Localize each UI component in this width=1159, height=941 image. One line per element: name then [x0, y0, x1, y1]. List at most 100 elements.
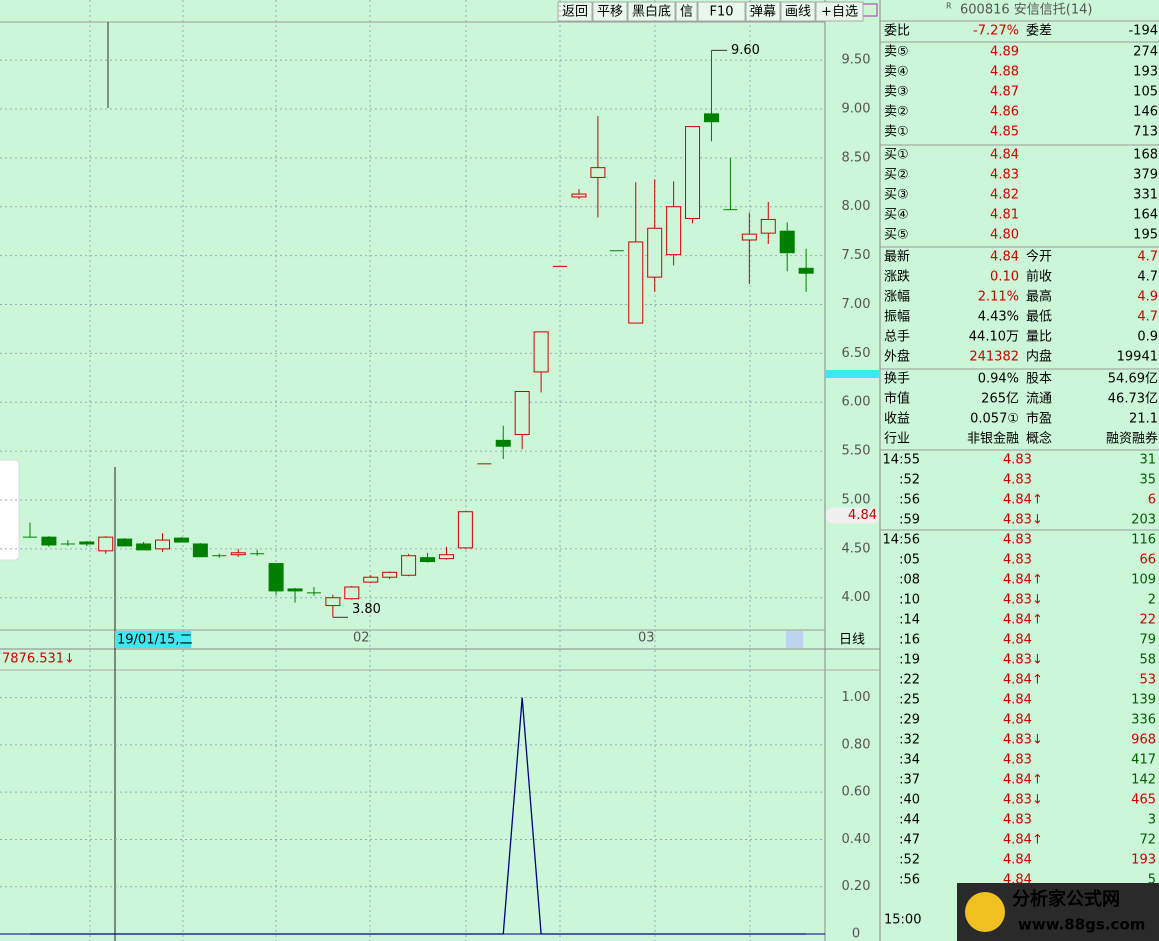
candle-body: [628, 241, 644, 324]
tick-time: :59: [899, 513, 920, 528]
axis-highlight: [825, 370, 880, 378]
value: 4.7: [1137, 250, 1158, 265]
candle-body: [117, 538, 133, 547]
tick-volume: 2: [1148, 593, 1156, 608]
toolbar-button[interactable]: +自选: [821, 5, 858, 20]
value: 19941: [1117, 350, 1158, 365]
value: 0.10: [990, 270, 1019, 285]
y-tick-label: 0.60: [842, 785, 871, 800]
tick-time: 14:55: [883, 453, 920, 468]
popup: [0, 459, 20, 561]
toolbar-button[interactable]: F10: [709, 5, 733, 20]
tick-volume: 79: [1139, 633, 1156, 648]
candle-body: [344, 586, 360, 600]
toolbar-button-bg[interactable]: [697, 1, 746, 22]
value: 0.057①: [970, 412, 1019, 427]
candle-body: [268, 563, 284, 592]
book-price: 4.83: [990, 168, 1019, 183]
tick-volume: 3: [1148, 813, 1156, 828]
toolbar-button-bg[interactable]: [780, 1, 816, 22]
value: 2.11%: [978, 290, 1019, 305]
label: 前收: [1026, 269, 1052, 285]
label: 股本: [1026, 372, 1052, 387]
toolbar-button-bg[interactable]: [627, 1, 676, 22]
tick-volume: 5: [1148, 873, 1156, 888]
tick-time: :29: [899, 713, 920, 728]
y-tick-label: 0: [852, 927, 860, 941]
book-volume: 331: [1133, 188, 1158, 203]
book-price: 4.86: [990, 105, 1019, 120]
book-volume: 713: [1133, 125, 1158, 140]
close-time: 15:00: [884, 913, 921, 928]
value: -7.27%: [973, 24, 1019, 39]
value: 0.94%: [978, 372, 1019, 387]
label: 委差: [1026, 24, 1052, 39]
toolbar-button-bg[interactable]: [745, 1, 781, 22]
toolbar-button[interactable]: 黑白底: [632, 4, 671, 20]
tick-price: 4.84: [1003, 693, 1032, 708]
y-tick-label: 5.50: [842, 444, 871, 459]
tick-time: :10: [899, 593, 920, 608]
tick-volume: 58: [1139, 653, 1156, 668]
y-tick-label: 9.00: [842, 101, 871, 116]
toolbar-button[interactable]: 弹幕: [750, 5, 776, 20]
label: 收益: [884, 412, 910, 427]
date-label: 03: [638, 631, 655, 646]
toolbar-button[interactable]: 画线: [785, 5, 811, 20]
tick-price: 4.83↓: [1003, 593, 1043, 608]
period-label[interactable]: 日线: [839, 633, 865, 648]
toolbar-button-bg[interactable]: [675, 1, 698, 22]
tick-time: :14: [899, 613, 920, 628]
tick-price: 4.84↑: [1003, 833, 1043, 848]
toolbar-button-bg[interactable]: [557, 1, 593, 22]
tick-volume: 417: [1131, 753, 1156, 768]
book-volume: 146: [1133, 105, 1158, 120]
tick-volume: 6: [1148, 493, 1156, 508]
book-volume: 105: [1133, 85, 1158, 100]
book-label: 卖①: [884, 125, 909, 140]
book-label: 卖④: [884, 65, 909, 80]
tick-volume: 72: [1139, 833, 1156, 848]
stock-title: 600816 安信信托(14): [960, 3, 1092, 18]
tick-time: :37: [899, 773, 920, 788]
book-price: 4.89: [990, 45, 1019, 60]
y-tick-label: 8.50: [842, 150, 871, 165]
candle-body: [533, 331, 549, 373]
toolbar-button[interactable]: 平移: [597, 5, 623, 20]
scroll-box: [786, 631, 803, 648]
label: 市值: [884, 391, 910, 407]
toolbar-button[interactable]: 信: [680, 5, 693, 20]
tick-price: 4.84: [1003, 873, 1032, 888]
indicator-label: 7876.531↓: [2, 652, 75, 667]
tick-price: 4.83: [1003, 813, 1032, 828]
value: 非银金融: [967, 431, 1019, 447]
tick-time: :44: [899, 813, 920, 828]
candle-body: [287, 588, 303, 592]
tick-volume: 142: [1131, 773, 1156, 788]
candle-body: [779, 230, 795, 254]
candle-body: [382, 571, 398, 578]
toolbar-button-bg[interactable]: [815, 1, 864, 22]
tick-volume: 35: [1139, 473, 1156, 488]
watermark-url: www.88gs.com: [1018, 916, 1145, 934]
tick-price: 4.84↑: [1003, 673, 1043, 688]
label: 行业: [884, 432, 910, 447]
value: 4.7: [1137, 310, 1158, 325]
book-volume: 195: [1133, 228, 1158, 243]
tick-time: :22: [899, 673, 920, 688]
value: 融资融券: [1106, 431, 1158, 447]
indicator-line: [30, 697, 807, 935]
label: 外盘: [884, 349, 910, 365]
tick-price: 4.83↓: [1003, 653, 1043, 668]
tick-price: 4.83: [1003, 753, 1032, 768]
toolbar-button[interactable]: 返回: [562, 5, 588, 20]
tick-volume: 31: [1139, 453, 1156, 468]
toolbar-button-bg[interactable]: [592, 1, 628, 22]
value: 265亿: [981, 392, 1019, 407]
y-tick-label: 8.00: [842, 199, 871, 214]
tick-price: 4.83: [1003, 553, 1032, 568]
value: 4.43%: [978, 310, 1019, 325]
candle-body: [401, 555, 417, 576]
label: 今开: [1026, 249, 1052, 265]
